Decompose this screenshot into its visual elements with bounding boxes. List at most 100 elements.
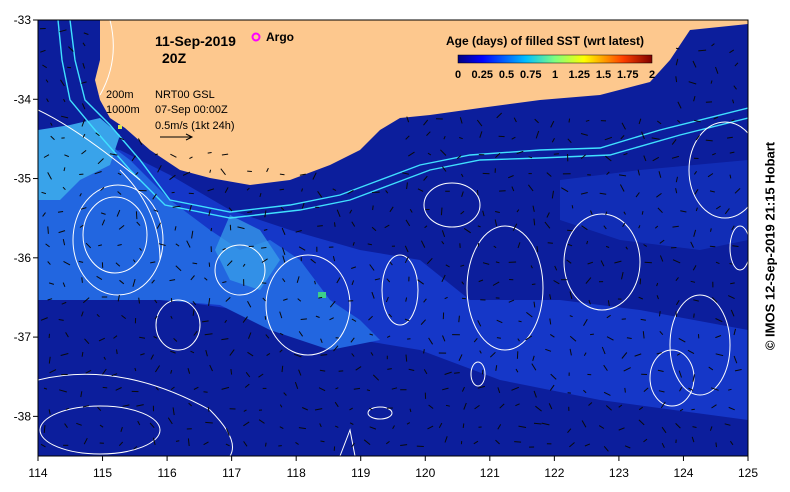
current-vector xyxy=(151,279,155,284)
current-vector xyxy=(544,221,551,229)
current-vector xyxy=(40,317,48,321)
current-vector xyxy=(497,424,502,430)
current-vector xyxy=(590,210,593,215)
current-vector xyxy=(204,333,213,336)
current-vector xyxy=(210,227,213,232)
current-vector xyxy=(515,403,520,407)
current-vector xyxy=(727,136,733,139)
lat-tick-label: -38 xyxy=(14,409,32,423)
current-vector xyxy=(710,387,719,391)
current-vector xyxy=(58,319,64,321)
current-vector xyxy=(603,445,609,452)
current-vector xyxy=(50,122,53,126)
current-vector xyxy=(634,353,642,357)
current-vector xyxy=(149,422,155,429)
current-vector xyxy=(426,131,431,136)
current-vector xyxy=(643,244,647,247)
current-vector xyxy=(581,420,587,428)
current-vector xyxy=(98,244,103,247)
current-source: NRT00 GSL xyxy=(155,89,215,101)
current-vector xyxy=(408,151,415,157)
current-vector xyxy=(454,372,460,374)
current-vector xyxy=(607,300,610,307)
current-vector xyxy=(190,275,195,281)
current-vector xyxy=(654,225,659,229)
current-vector xyxy=(405,297,408,302)
current-vector xyxy=(294,381,299,389)
current-vector xyxy=(693,299,699,302)
current-vector xyxy=(117,172,122,176)
current-vector xyxy=(692,265,697,271)
current-vector xyxy=(229,349,235,356)
sst-patch-yellow xyxy=(118,125,122,129)
current-vector xyxy=(83,32,89,35)
current-vector xyxy=(402,172,410,175)
current-vector xyxy=(638,225,641,229)
current-vector xyxy=(370,352,374,356)
current-vector xyxy=(710,80,713,84)
current-vector xyxy=(547,242,553,244)
current-vector xyxy=(733,328,736,336)
current-vector xyxy=(623,211,626,215)
current-vector xyxy=(369,264,375,271)
current-vector xyxy=(388,313,393,318)
current-vector xyxy=(207,406,210,412)
current-vector xyxy=(711,297,718,303)
current-vector xyxy=(244,383,250,388)
current-vector xyxy=(247,300,252,308)
current-vector xyxy=(60,353,69,356)
current-vector xyxy=(208,209,211,216)
current-vector xyxy=(182,171,191,176)
current-vector xyxy=(369,407,373,411)
current-vector xyxy=(511,186,515,192)
current-vector xyxy=(626,337,632,339)
colorbar-tick-label: 0.5 xyxy=(499,69,514,81)
current-vector xyxy=(624,387,626,393)
current-vector xyxy=(333,345,339,352)
colorbar-tick-label: 0.75 xyxy=(520,69,541,81)
current-vector xyxy=(261,247,267,249)
current-vector xyxy=(535,405,542,412)
current-vector xyxy=(78,260,84,263)
current-vector xyxy=(641,131,645,140)
current-vector xyxy=(546,212,550,218)
current-vector xyxy=(115,262,121,267)
current-vector xyxy=(671,139,677,145)
current-vector xyxy=(659,330,664,336)
current-vector xyxy=(423,298,427,303)
current-vector xyxy=(724,208,730,215)
current-vector xyxy=(638,296,643,300)
current-vector xyxy=(549,318,552,325)
current-vector xyxy=(97,158,104,165)
current-vector xyxy=(167,417,173,425)
current-vector xyxy=(265,334,270,339)
current-vector xyxy=(349,422,354,425)
current-vector xyxy=(312,172,317,180)
current-vector xyxy=(728,406,735,411)
current-vector xyxy=(301,188,303,192)
eddy-contour xyxy=(729,225,748,271)
current-vector xyxy=(366,389,371,392)
current-vector xyxy=(119,279,125,285)
current-vector xyxy=(584,443,591,447)
current-vector xyxy=(351,266,357,269)
current-vector xyxy=(672,259,681,264)
current-vector xyxy=(724,423,731,426)
current-vector xyxy=(603,225,607,230)
current-vector xyxy=(282,255,286,263)
current-vector xyxy=(118,441,124,447)
current-vector xyxy=(82,405,90,408)
current-vector xyxy=(688,387,694,391)
current-vector xyxy=(474,404,480,410)
current-vector xyxy=(566,259,572,264)
current-vector xyxy=(205,421,213,424)
current-vector xyxy=(482,210,485,217)
current-vector xyxy=(48,409,51,415)
current-vector xyxy=(525,335,533,341)
current-vector xyxy=(113,335,118,339)
current-vector xyxy=(258,373,264,378)
sst-band-right xyxy=(560,160,748,250)
colorbar-tick-label: 1.5 xyxy=(596,69,611,81)
current-vector xyxy=(691,408,695,411)
current-vector xyxy=(279,332,284,336)
